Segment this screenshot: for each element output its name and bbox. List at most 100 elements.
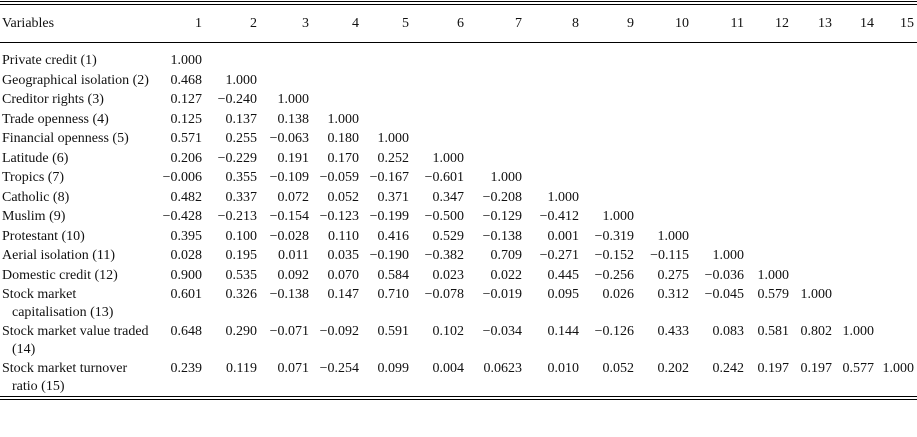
row-label: Creditor rights (3) (2, 92, 104, 107)
cell-value: 0.529 (432, 228, 465, 244)
cell-value: −0.138 (269, 287, 309, 302)
cell-value: 0.802 (800, 324, 833, 339)
cell-empty (525, 129, 582, 149)
row-label: Stock market capitalisation (13) (2, 287, 114, 320)
row-label: Trade openness (4) (2, 111, 109, 127)
cell-value: 1.000 (800, 287, 833, 302)
header-column: 12 (775, 15, 789, 31)
cell-value: 0.004 (432, 361, 465, 376)
cell-value: 0.072 (277, 189, 310, 205)
cell-value: −0.240 (217, 92, 257, 107)
row-label: Tropics (7) (2, 170, 65, 185)
header-column: 5 (402, 15, 409, 31)
cell-value: 0.242 (712, 361, 745, 376)
cell-empty (835, 227, 877, 247)
cell-empty (637, 149, 692, 169)
cell-value: 0.100 (225, 228, 258, 244)
cell-empty (467, 149, 525, 169)
cell-empty (747, 207, 792, 227)
cell-value: 0.355 (225, 170, 258, 185)
cell-empty (525, 90, 582, 110)
cell-value: 0.127 (170, 92, 203, 107)
cell-value: 0.577 (842, 361, 875, 376)
cell-empty (877, 168, 917, 188)
header-column: 9 (627, 15, 634, 31)
cell-value: 0.239 (170, 361, 203, 376)
table-row: Stock market value traded (14) 0.648 0.290… (0, 322, 917, 359)
cell-empty (582, 71, 637, 91)
header-column: 3 (302, 15, 309, 31)
cell-value: −0.190 (369, 248, 409, 263)
cell-empty (747, 43, 792, 71)
cell-value: 0.099 (377, 361, 410, 376)
cell-value: 0.083 (712, 324, 745, 339)
cell-empty (792, 188, 835, 208)
cell-empty (467, 90, 525, 110)
cell-value: −0.500 (424, 209, 464, 224)
cell-empty (792, 71, 835, 91)
cell-value: 0.371 (377, 189, 410, 205)
cell-value: 0.337 (225, 189, 258, 205)
cell-value: −0.028 (269, 228, 309, 244)
cell-value: 1.000 (712, 248, 745, 263)
cell-value: −0.063 (269, 131, 309, 146)
cell-empty (792, 90, 835, 110)
table-row: Trade openness (4) 0.125 0.137 0.138 1.000 (0, 110, 917, 130)
header-column: 4 (352, 15, 359, 31)
cell-value: −0.129 (482, 209, 522, 224)
row-label: Stock market value traded (14) (2, 324, 149, 357)
cell-empty (362, 43, 412, 71)
cell-value: 0.571 (170, 131, 203, 146)
cell-value: −0.059 (319, 170, 359, 185)
cell-value: 1.000 (225, 72, 258, 88)
cell-empty (877, 285, 917, 322)
cell-value: 0.648 (170, 324, 203, 339)
cell-value: 1.000 (432, 150, 465, 166)
cell-value: 0.125 (170, 111, 203, 127)
header-variables: Variables (2, 15, 55, 31)
correlation-table: Variables 1 2 3 4 5 6 7 8 9 10 11 12 13 14 15 Private c… (0, 1, 917, 400)
cell-empty (835, 207, 877, 227)
cell-empty (747, 149, 792, 169)
cell-empty (692, 207, 747, 227)
cell-empty (637, 71, 692, 91)
cell-empty (692, 90, 747, 110)
cell-empty (792, 43, 835, 71)
cell-empty (792, 129, 835, 149)
cell-empty (792, 149, 835, 169)
cell-value: −0.382 (424, 248, 464, 263)
table-row: Stock market turnover ratio (15) 0.239 0.1… (0, 359, 917, 398)
cell-empty (582, 188, 637, 208)
cell-empty (835, 188, 877, 208)
cell-empty (692, 227, 747, 247)
cell-empty (260, 43, 312, 71)
cell-value: 0.482 (170, 189, 203, 205)
cell-value: 0.028 (170, 248, 203, 263)
cell-empty (582, 149, 637, 169)
cell-empty (692, 110, 747, 130)
cell-empty (835, 266, 877, 286)
cell-empty (692, 129, 747, 149)
row-label: Private credit (1) (2, 53, 97, 68)
cell-value: 0.601 (170, 287, 203, 302)
table-row: Creditor rights (3) 0.127 −0.240 1.000 (0, 90, 917, 110)
cell-empty (747, 168, 792, 188)
cell-empty (747, 110, 792, 130)
cell-value: −0.601 (424, 170, 464, 185)
cell-empty (362, 71, 412, 91)
table-header: Variables 1 2 3 4 5 6 7 8 9 10 11 12 13 14 15 (0, 3, 917, 43)
cell-empty (525, 43, 582, 71)
cell-value: −0.229 (217, 150, 257, 166)
cell-empty (792, 168, 835, 188)
cell-empty (747, 227, 792, 247)
cell-empty (877, 90, 917, 110)
header-row: Variables 1 2 3 4 5 6 7 8 9 10 11 12 13 14 15 (0, 3, 917, 43)
row-label: Muslim (9) (2, 209, 66, 224)
cell-empty (412, 71, 467, 91)
cell-empty (835, 246, 877, 266)
cell-value: 0.170 (327, 150, 360, 166)
cell-empty (637, 90, 692, 110)
cell-value: −0.123 (319, 209, 359, 224)
cell-value: 0.290 (225, 324, 258, 339)
cell-value: −0.034 (482, 324, 522, 339)
